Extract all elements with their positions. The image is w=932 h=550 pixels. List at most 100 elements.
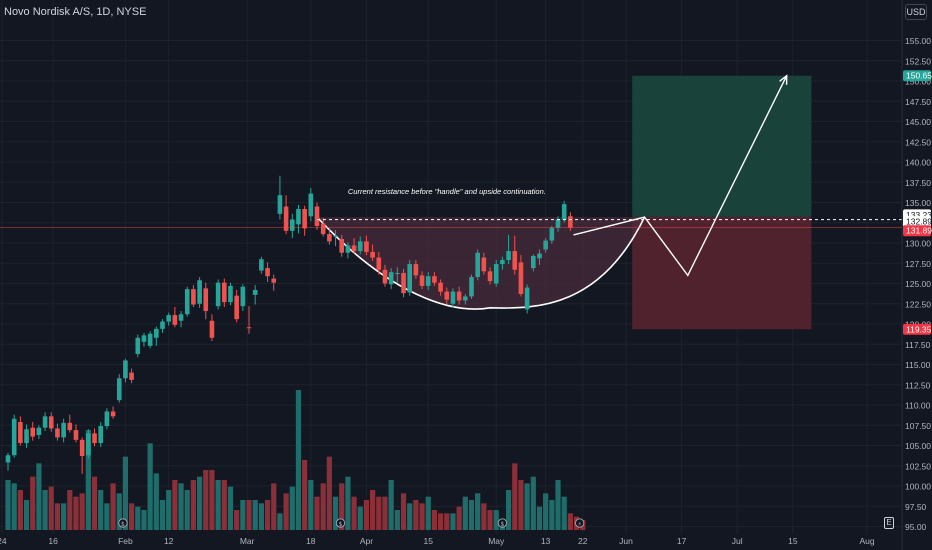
candle-body xyxy=(382,269,388,284)
volume-bar xyxy=(407,503,413,530)
candle xyxy=(296,204,301,234)
candle xyxy=(512,235,518,275)
candle-body xyxy=(327,234,332,242)
price-badge-label: 150.65 xyxy=(906,71,932,81)
price-badge-last_price: 131.89 xyxy=(903,225,932,237)
volume-bar xyxy=(61,503,67,530)
volume-bar xyxy=(116,493,122,530)
candle xyxy=(141,332,147,347)
candle-body xyxy=(36,427,42,435)
candle-body xyxy=(333,235,338,237)
candle xyxy=(92,428,97,447)
candle-body xyxy=(135,337,141,354)
volume-bar xyxy=(215,480,221,530)
volume-bar xyxy=(549,500,555,530)
candle-body xyxy=(568,216,573,228)
y-tick-label: 100.00 xyxy=(905,482,931,492)
candle xyxy=(48,412,54,432)
candle xyxy=(123,358,128,383)
candle xyxy=(438,279,443,296)
volume-bar xyxy=(48,486,54,530)
candle xyxy=(327,229,332,245)
volume-bar xyxy=(518,480,524,530)
candle-body xyxy=(537,253,542,259)
candle xyxy=(191,285,196,307)
y-tick-label: 125.00 xyxy=(905,279,931,289)
candle xyxy=(357,236,363,255)
candle xyxy=(481,252,487,275)
volume-bar xyxy=(357,506,363,530)
candle-body xyxy=(30,427,36,437)
event-marker-icon: ⚡ xyxy=(575,518,585,528)
candle xyxy=(289,213,295,239)
volume-bar xyxy=(135,506,141,530)
volume-bar xyxy=(159,500,166,530)
candle-body xyxy=(5,455,11,463)
candle-body xyxy=(283,206,289,231)
volume-bar xyxy=(73,496,79,530)
candle xyxy=(425,272,431,290)
candle xyxy=(475,249,480,281)
candle xyxy=(135,334,141,358)
profit-zone xyxy=(632,75,812,217)
symbol-title[interactable]: Novo Nordisk A/S, 1D, NYSE xyxy=(4,6,147,18)
y-tick-label: 122.50 xyxy=(905,299,931,309)
candle xyxy=(42,412,48,431)
candle xyxy=(283,195,289,235)
candle xyxy=(432,272,437,286)
y-tick-label: 112.50 xyxy=(905,380,931,390)
candle-body xyxy=(11,418,17,456)
volume-bar xyxy=(505,490,512,530)
candle-body xyxy=(166,315,171,322)
event-marker-icon: $ xyxy=(497,518,507,528)
event-glyph: ⚡ xyxy=(578,521,582,528)
candle-body xyxy=(252,289,258,295)
loss-zone xyxy=(632,216,812,330)
candle-body xyxy=(357,241,363,252)
candle-body xyxy=(469,277,474,297)
price-badge-label: 132.89 xyxy=(906,217,932,227)
candle-body xyxy=(296,208,301,225)
currency-button[interactable]: USD xyxy=(905,4,927,20)
candle-body xyxy=(277,195,283,214)
x-tick-label: 13 xyxy=(541,536,551,546)
candle xyxy=(543,238,548,253)
price-badge-bg xyxy=(903,323,931,335)
candle xyxy=(252,285,258,305)
candle-body xyxy=(147,333,153,346)
candle-body xyxy=(197,280,202,304)
candle-body xyxy=(456,291,462,301)
volume-bar xyxy=(314,496,320,530)
price-badge-stop: 119.35 xyxy=(903,323,932,335)
candle-body xyxy=(73,430,79,440)
events-icon[interactable]: E xyxy=(884,517,894,529)
candle xyxy=(215,279,221,310)
volume-bar xyxy=(468,500,475,530)
volume-bar xyxy=(475,493,481,530)
candle-body xyxy=(98,426,103,444)
candle-body xyxy=(86,433,91,456)
volume-bar xyxy=(302,460,308,530)
candle xyxy=(11,414,17,458)
y-tick-label: 107.50 xyxy=(905,421,931,431)
price-badge-target: 150.65 xyxy=(903,70,932,82)
volume-bar xyxy=(376,496,382,530)
cup-curve xyxy=(316,216,646,310)
x-tick-label: Feb xyxy=(118,536,133,546)
candle-body xyxy=(302,208,307,229)
volume-bar xyxy=(258,503,264,530)
volume-bar xyxy=(104,503,110,530)
price-badge-resistance: 132.89 xyxy=(903,216,932,228)
candle-body xyxy=(129,372,134,380)
candle xyxy=(302,205,307,236)
candle-body xyxy=(388,272,394,285)
candle xyxy=(376,251,382,275)
candlestick-series xyxy=(5,175,573,474)
volume-bar xyxy=(536,506,543,530)
candle-body xyxy=(419,275,425,286)
volume-bars: $ $ $ ⚡ xyxy=(5,390,586,530)
annotation-layer: Current resistance before "handle" and u… xyxy=(348,187,546,196)
candle-body xyxy=(110,411,116,417)
candle xyxy=(456,286,462,305)
